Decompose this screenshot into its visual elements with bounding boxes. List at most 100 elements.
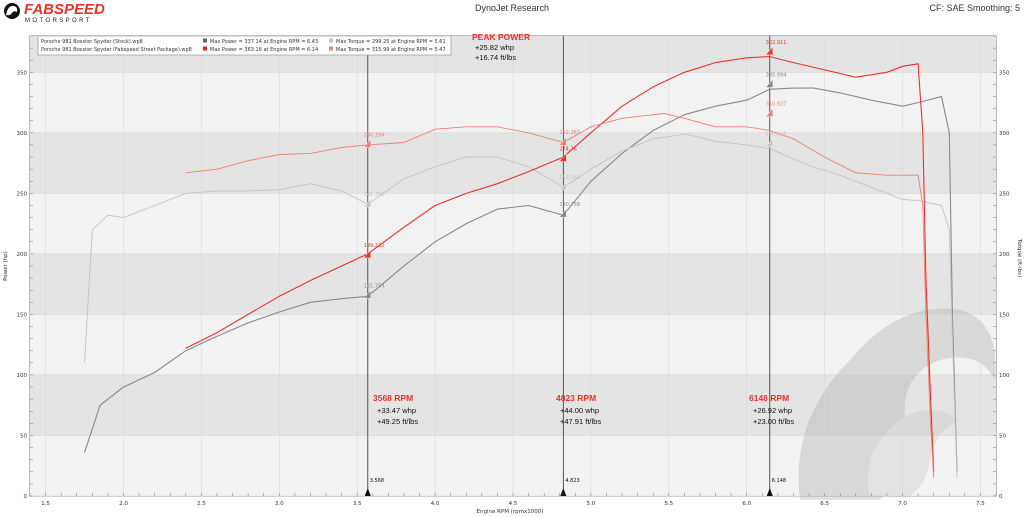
y2-tick-label: 100 — [999, 373, 1010, 379]
x-tick-label: 5.5 — [664, 501, 673, 507]
cursor-arrow-icon — [766, 488, 773, 496]
x-tick-label: 6.5 — [820, 501, 829, 507]
cursor-whp: +26.92 whp — [753, 406, 792, 415]
cursor-torque: +47.91 ft/lbs — [560, 417, 601, 426]
y-tick-label: 200 — [17, 252, 28, 258]
cursor-rpm-value: 6.148 — [772, 478, 786, 484]
fabspeed-power-line — [185, 56, 935, 472]
marker-flag-icon — [765, 138, 773, 147]
x-tick-label: 1.5 — [41, 501, 50, 507]
marker-flag-icon — [558, 181, 567, 191]
y-axis-label: Power (hp) — [3, 251, 9, 281]
brand-subtitle: MOTORSPORT — [25, 18, 92, 24]
marker-value-label: 230.758 — [559, 202, 580, 208]
legend-swatch-stock-power — [203, 38, 207, 43]
axes: 0 0 50 50 100 100 150 150 200 200 250 250 300 300 350 3… — [17, 35, 1010, 507]
peak-power-torque: +16.74 ft/lbs — [475, 53, 516, 62]
cursor-annotation-1: 3568 RPM +33.47 whp +49.25 ft/lbs — [373, 393, 418, 426]
legend-max-torque-fabspeed: Max Torque = 315.99 at Engine RPM = 5.47 — [336, 47, 446, 53]
marker-value-label: 290.394 — [364, 132, 385, 138]
marker-value-label: 292.263 — [559, 130, 580, 136]
cursor-rpm: 3568 RPM — [373, 393, 413, 403]
marker-value-label: 253.261 — [559, 175, 580, 181]
marker-flag-icon — [363, 138, 371, 148]
x-tick-label: 6.0 — [742, 501, 751, 507]
x-axis-label: Engine RPM (rpmx1000) — [477, 509, 544, 515]
marker-flag-icon — [765, 46, 773, 56]
horse-emblem-icon — [4, 3, 20, 19]
cursor-rpm: 6148 RPM — [749, 393, 789, 403]
cursor-whp: +44.00 whp — [560, 406, 599, 415]
marker-flag-icon — [558, 136, 567, 146]
y-tick-label: 250 — [17, 191, 28, 197]
x-tick-label: 2.0 — [119, 501, 128, 507]
y-tick-label: 350 — [17, 70, 28, 76]
y2-tick-label: 300 — [999, 131, 1010, 137]
cursor-rpm-value: 4.823 — [565, 478, 579, 484]
brand-logo: FABSPEED MOTORSPORT — [4, 1, 105, 24]
y2-axis-label: Torque (ft-lbs) — [1016, 238, 1022, 277]
x-tick-label: 3.0 — [275, 501, 284, 507]
cursor-annotation-3: 6148 RPM +26.92 whp +23.00 ft/lbs — [749, 393, 794, 426]
y-tick-label: 0 — [24, 494, 28, 500]
legend-box — [37, 35, 452, 56]
cursor-arrow-icon — [364, 488, 371, 496]
y2-tick-label: 350 — [999, 70, 1010, 76]
marker-value-label: 362.911 — [766, 40, 787, 46]
legend: Porsche 981 Boxster Spyder (Stock).wp8 P… — [37, 35, 452, 56]
series-lines — [83, 56, 958, 478]
legend-swatch-fabspeed-power — [203, 46, 207, 51]
peak-power-annotation: PEAK POWER +25.82 whp +16.74 ft/lbs — [472, 32, 530, 62]
cursor-annotation-2: 4823 RPM +44.00 whp +47.91 ft/lbs — [556, 393, 601, 426]
legend-run-stock: Porsche 981 Boxster Spyder (Stock).wp8 — [41, 39, 143, 45]
marker-value-label: 161.759 — [364, 283, 385, 289]
marker-value-label: 335.994 — [766, 72, 787, 78]
brand-name: FABSPEED — [24, 1, 105, 18]
x-tick-label: 7.0 — [898, 501, 907, 507]
cursor-rpm: 4823 RPM — [556, 393, 596, 403]
cursor-torque: +23.00 ft/lbs — [753, 417, 794, 426]
stock-torque-line — [84, 133, 958, 478]
y-tick-label: 100 — [17, 373, 28, 379]
legend-run-fabspeed: Porsche 981 Boxster Spyder (Fabspeed Str… — [41, 47, 192, 53]
marker-flag-icon — [363, 198, 371, 208]
correction-settings: CF: SAE Smoothing: 5 — [929, 3, 1020, 13]
x-tick-label: 3.5 — [353, 501, 362, 507]
marker-flag-icon — [363, 289, 371, 299]
fabspeed-torque-line — [185, 113, 935, 478]
marker-flag-icon — [558, 208, 567, 218]
marker-flag-icon — [765, 78, 773, 88]
legend-max-power-fabspeed: Max Power = 363.16 at Engine RPM = 6.14 — [210, 47, 318, 53]
legend-swatch-fabspeed-torque — [329, 46, 333, 51]
marker-flag-icon — [363, 249, 371, 259]
legend-max-power-stock: Max Power = 337.14 at Engine RPM = 6.43 — [210, 39, 318, 45]
chart-title: DynoJet Research — [475, 3, 549, 13]
marker-value-label: 199.232 — [364, 243, 385, 249]
value-markers: 241.241 290.394 199.232 161.759 292.263 274.7… — [363, 40, 787, 299]
marker-value-label: 241.241 — [364, 192, 385, 198]
y2-tick-label: 250 — [999, 191, 1010, 197]
marker-value-label: 274.76 — [559, 147, 577, 153]
y2-tick-label: 50 — [999, 433, 1006, 439]
x-tick-label: 4.0 — [431, 501, 440, 507]
y2-tick-label: 200 — [999, 252, 1010, 258]
y2-tick-label: 0 — [999, 494, 1003, 500]
y-tick-label: 150 — [17, 312, 28, 318]
marker-value-label: 290.226 — [766, 132, 787, 138]
y-tick-label: 50 — [20, 433, 27, 439]
grid-lines — [30, 36, 996, 497]
peak-power-whp: +25.82 whp — [475, 43, 514, 52]
cursor-arrow-icon — [560, 488, 567, 496]
y2-tick-label: 150 — [999, 312, 1010, 318]
marker-flag-icon — [765, 108, 773, 117]
stock-power-line — [83, 87, 958, 472]
cursor-rpm-value: 3.568 — [370, 478, 384, 484]
cursor-whp: +33.47 whp — [377, 406, 416, 415]
x-tick-label: 7.5 — [976, 501, 985, 507]
x-tick-label: 2.5 — [197, 501, 206, 507]
marker-flag-icon — [558, 152, 567, 162]
peak-power-title: PEAK POWER — [472, 32, 530, 42]
x-tick-label: 5.0 — [587, 501, 596, 507]
y-tick-label: 300 — [17, 131, 28, 137]
